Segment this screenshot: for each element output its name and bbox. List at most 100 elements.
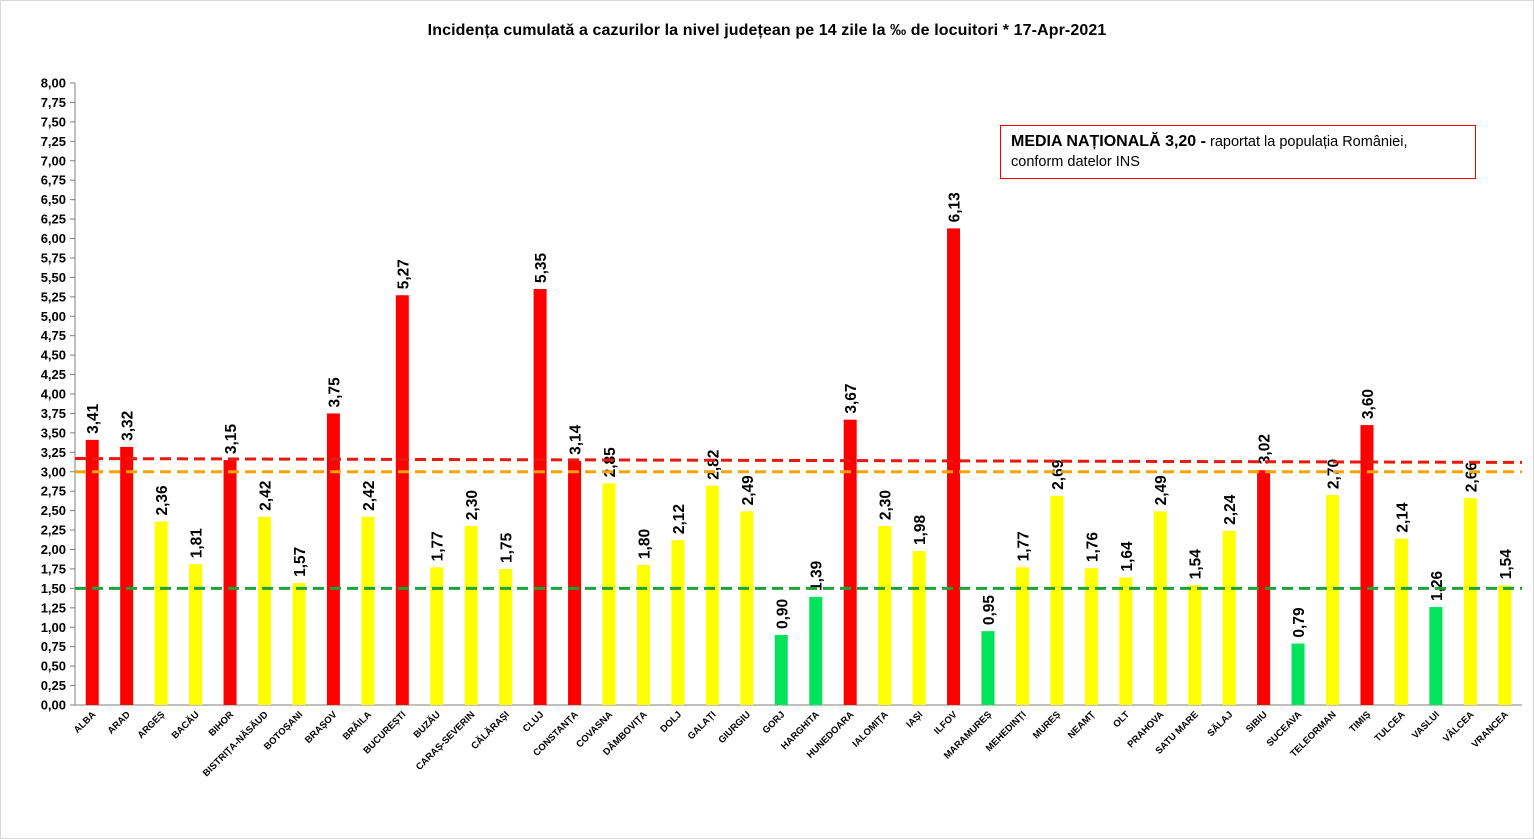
y-tick-label: 3,00 xyxy=(41,464,66,479)
y-tick-label: 3,25 xyxy=(41,445,66,460)
bar-giurgiu xyxy=(740,511,754,705)
bar-satu mare xyxy=(1188,585,1202,705)
value-label: 1,64 xyxy=(1119,541,1136,572)
category-label: ILFOV xyxy=(932,709,960,737)
bar-cluj xyxy=(533,289,547,705)
y-tick-label: 6,50 xyxy=(41,192,66,207)
value-label: 2,42 xyxy=(257,481,274,511)
y-tick-label: 5,75 xyxy=(41,250,66,265)
category-label: MUREȘ xyxy=(1031,709,1063,741)
bar-caraș-severin xyxy=(464,526,478,705)
y-tick-label: 8,00 xyxy=(41,76,66,91)
category-label: IAȘI xyxy=(904,709,925,730)
category-label: SĂLAJ xyxy=(1205,709,1235,739)
category-label: BACĂU xyxy=(170,709,202,741)
national-average-value: MEDIA NAȚIONALĂ 3,20 - xyxy=(1011,133,1206,150)
national-average-desc: raportat la populația României, xyxy=(1205,134,1408,150)
value-label: 2,82 xyxy=(705,450,722,480)
bar-bacău xyxy=(189,564,203,705)
y-tick-label: 0,00 xyxy=(41,698,66,713)
bar-harghita xyxy=(809,596,823,705)
bar-vâlcea xyxy=(1463,498,1477,705)
value-label: 1,39 xyxy=(809,560,826,591)
bar-ialomița xyxy=(878,526,892,705)
bar-mehedinți xyxy=(1015,567,1029,705)
y-tick-label: 0,75 xyxy=(41,639,66,654)
category-label: VÂLCEA xyxy=(1440,709,1476,745)
bar-călărași xyxy=(499,568,513,705)
bar-tulcea xyxy=(1394,538,1408,705)
value-label: 2,70 xyxy=(1326,459,1343,489)
value-label: 0,79 xyxy=(1291,607,1308,638)
y-tick-label: 1,75 xyxy=(41,561,66,576)
value-label: 2,30 xyxy=(464,490,481,520)
bar-teleorman xyxy=(1326,495,1340,705)
bar-suceava xyxy=(1291,643,1305,705)
y-tick-label: 7,75 xyxy=(41,95,66,110)
category-label: ARGEȘ xyxy=(136,709,168,741)
category-label: TIMIȘ xyxy=(1347,709,1373,735)
category-label: BIHOR xyxy=(207,709,237,739)
y-tick-label: 6,25 xyxy=(41,212,66,227)
y-tick-label: 3,75 xyxy=(41,406,66,421)
bar-sălaj xyxy=(1222,530,1236,705)
value-label: 2,14 xyxy=(1394,502,1411,533)
y-tick-label: 4,50 xyxy=(41,348,66,363)
value-label: 3,67 xyxy=(843,383,860,413)
value-label: 1,80 xyxy=(636,529,653,559)
value-label: 2,36 xyxy=(154,485,171,516)
y-tick-label: 1,50 xyxy=(41,581,66,596)
bar-brăila xyxy=(361,516,375,705)
category-label: IALOMIȚA xyxy=(851,709,891,749)
category-label: TULCEA xyxy=(1373,709,1408,744)
value-label: 3,32 xyxy=(120,411,137,441)
category-label: VASLUI xyxy=(1410,709,1442,741)
bar-alba xyxy=(85,439,99,705)
value-label: 2,42 xyxy=(361,481,378,511)
value-label: 1,54 xyxy=(1498,549,1515,580)
bar-constanța xyxy=(568,460,582,705)
value-label: 3,75 xyxy=(326,377,343,408)
y-tick-label: 7,50 xyxy=(41,114,66,129)
bar-dâmbovița xyxy=(636,565,650,705)
bar-dolj xyxy=(671,540,685,705)
value-label: 2,49 xyxy=(740,475,757,506)
bar-arad xyxy=(120,446,134,705)
bar-vaslui xyxy=(1429,607,1443,705)
bar-bucurești xyxy=(395,295,409,705)
bar-buzău xyxy=(430,567,444,705)
y-tick-label: 2,75 xyxy=(41,484,66,499)
national-average-note: MEDIA NAȚIONALĂ 3,20 - raportat la popul… xyxy=(1000,125,1476,179)
category-label: BISTRIȚA-NĂSĂUD xyxy=(201,709,271,779)
y-tick-label: 2,00 xyxy=(41,542,66,557)
value-label: 1,77 xyxy=(1015,531,1032,561)
value-label: 3,41 xyxy=(85,403,102,434)
bar-timiș xyxy=(1360,425,1374,705)
y-tick-label: 0,50 xyxy=(41,659,66,674)
value-label: 0,95 xyxy=(981,595,998,626)
category-label: VRANCEA xyxy=(1470,709,1511,750)
value-label: 1,75 xyxy=(499,532,516,563)
bar-galați xyxy=(705,485,719,705)
y-tick-label: 6,00 xyxy=(41,231,66,246)
value-label: 1,54 xyxy=(1188,549,1205,580)
bar-gorj xyxy=(774,635,788,705)
bar-bihor xyxy=(223,460,237,705)
value-label: 3,60 xyxy=(1360,389,1377,419)
category-label: OLT xyxy=(1111,709,1132,730)
value-label: 5,27 xyxy=(395,259,412,289)
category-label: ARAD xyxy=(106,709,133,736)
bar-brașov xyxy=(326,413,340,705)
value-label: 1,57 xyxy=(292,547,309,577)
value-label: 2,69 xyxy=(1050,459,1067,490)
value-label: 2,30 xyxy=(878,490,895,520)
value-label: 1,26 xyxy=(1429,570,1446,601)
y-tick-label: 3,50 xyxy=(41,425,66,440)
category-label: BRĂILA xyxy=(341,709,374,742)
value-label: 3,14 xyxy=(568,424,585,455)
y-tick-label: 4,75 xyxy=(41,328,66,343)
y-tick-label: 0,25 xyxy=(41,678,66,693)
bar-mureș xyxy=(1050,495,1064,705)
category-label: GALAȚI xyxy=(686,709,719,742)
